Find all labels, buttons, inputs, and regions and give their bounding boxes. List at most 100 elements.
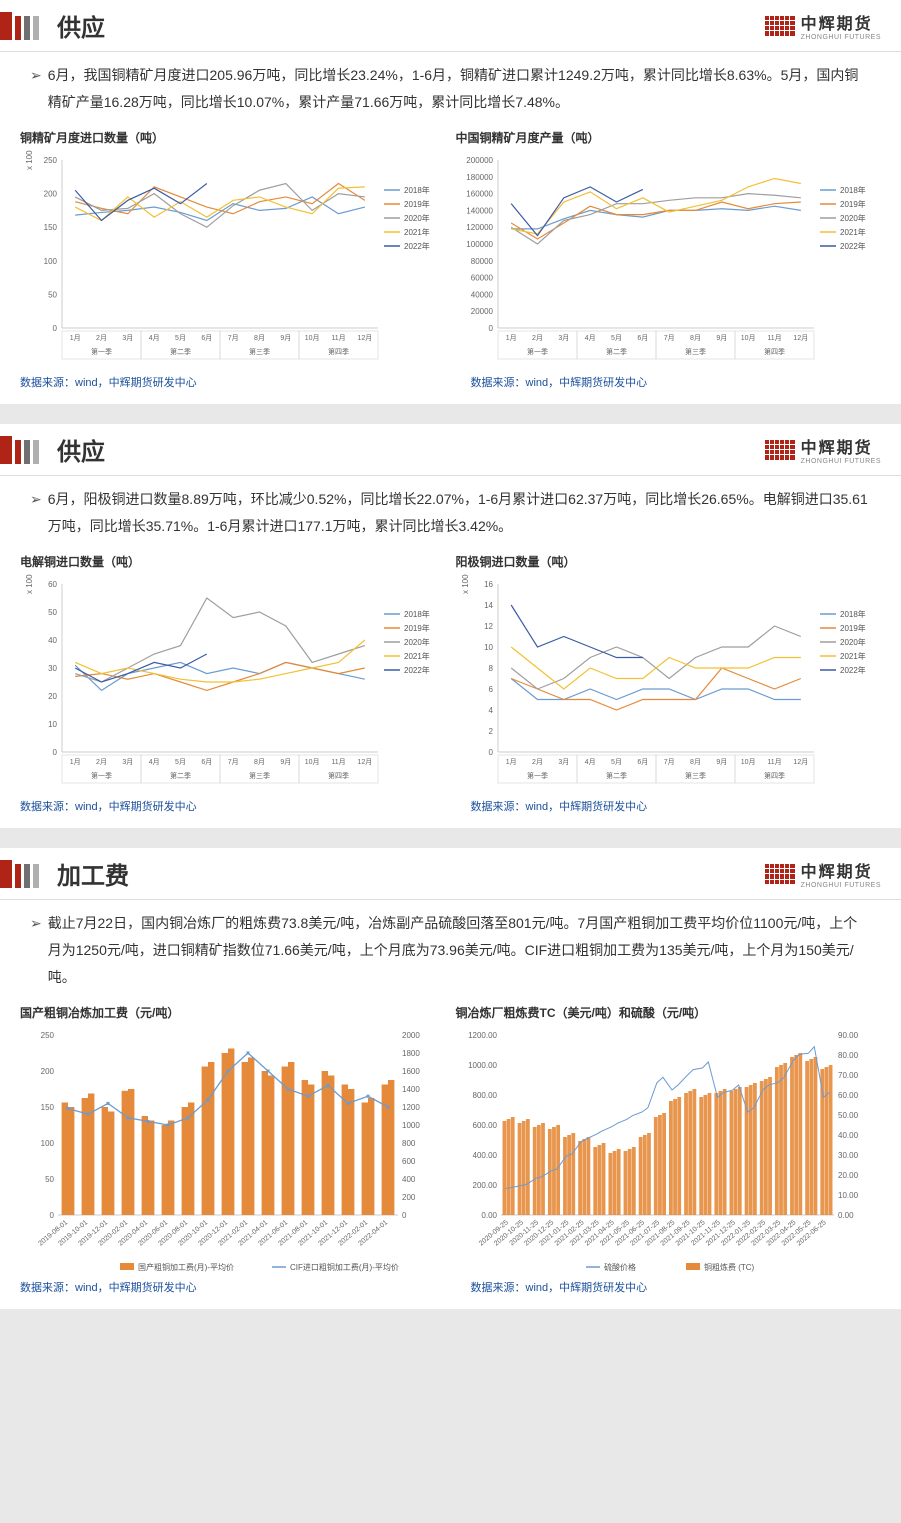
svg-text:3月: 3月 [122, 334, 133, 342]
dual-chart: 0.00200.00400.00600.00800.001000.001200.… [456, 1025, 876, 1275]
svg-text:2月: 2月 [96, 758, 107, 766]
svg-text:1800: 1800 [402, 1049, 420, 1058]
svg-text:80000: 80000 [470, 257, 493, 266]
svg-text:1月: 1月 [505, 758, 516, 766]
logo-icon [765, 864, 795, 884]
chart-source: 数据来源：wind，中辉期货研发中心 [0, 794, 451, 818]
brand-logo: 中辉期货ZHONGHUI FUTURES [765, 858, 881, 889]
svg-text:7月: 7月 [663, 758, 674, 766]
svg-text:6月: 6月 [201, 334, 212, 342]
svg-text:第二季: 第二季 [170, 771, 191, 780]
svg-text:6月: 6月 [637, 758, 648, 766]
svg-text:6月: 6月 [201, 758, 212, 766]
svg-text:第二季: 第二季 [170, 347, 191, 356]
svg-text:硫酸价格: 硫酸价格 [604, 1262, 636, 1272]
svg-text:0: 0 [53, 324, 58, 333]
chart-title: 铜冶炼厂粗炼费TC（美元/吨）和硫酸（元/吨） [456, 1000, 882, 1025]
svg-text:5月: 5月 [175, 334, 186, 342]
svg-text:20.00: 20.00 [838, 1171, 859, 1180]
line-chart: 0102030405060x 100001月2月3月4月5月6月7月8月9月10… [20, 574, 440, 794]
svg-text:2018年: 2018年 [840, 609, 866, 619]
report-section: 加工费中辉期货ZHONGHUI FUTURES截止7月22日，国内铜冶炼厂的粗炼… [0, 848, 901, 1309]
svg-text:5月: 5月 [611, 758, 622, 766]
svg-text:1200.00: 1200.00 [468, 1031, 497, 1040]
chart-source: 数据来源：wind，中辉期货研发中心 [0, 1275, 451, 1299]
section-body: 6月，阳极铜进口数量8.89万吨，环比减少0.52%，同比增长22.07%，1-… [0, 476, 901, 549]
svg-text:10.00: 10.00 [838, 1191, 859, 1200]
chart-title: 电解铜进口数量（吨） [20, 549, 446, 574]
section-title: 供应 [57, 432, 105, 467]
svg-text:7月: 7月 [228, 758, 239, 766]
charts-row: 国产粗铜冶炼加工费（元/吨）05010015020025002004006008… [0, 1000, 901, 1275]
svg-text:铜粗炼费 (TC): 铜粗炼费 (TC) [704, 1262, 755, 1272]
logo-cn: 中辉期货 [801, 10, 881, 34]
svg-text:200.00: 200.00 [472, 1181, 497, 1190]
svg-text:120000: 120000 [466, 223, 493, 232]
svg-text:10月: 10月 [305, 758, 320, 766]
svg-text:20: 20 [48, 692, 57, 701]
svg-text:第四季: 第四季 [328, 771, 349, 780]
svg-text:8: 8 [488, 664, 493, 673]
svg-text:4月: 4月 [149, 758, 160, 766]
logo-en: ZHONGHUI FUTURES [801, 458, 881, 465]
section-header: 供应中辉期货ZHONGHUI FUTURES [0, 424, 901, 476]
svg-text:50: 50 [48, 608, 57, 617]
report-section: 供应中辉期货ZHONGHUI FUTURES6月，我国铜精矿月度进口205.96… [0, 0, 901, 404]
logo-en: ZHONGHUI FUTURES [801, 882, 881, 889]
section-body: 截止7月22日，国内铜冶炼厂的粗炼费73.8美元/吨，冶炼副产品硫酸回落至801… [0, 900, 901, 1000]
svg-text:国产粗铜加工费(月)-平均价: 国产粗铜加工费(月)-平均价 [138, 1262, 234, 1272]
svg-text:11月: 11月 [331, 334, 345, 342]
svg-text:2021年: 2021年 [404, 651, 430, 661]
svg-text:10: 10 [484, 643, 493, 652]
svg-text:10月: 10月 [305, 334, 320, 342]
svg-text:6月: 6月 [637, 334, 648, 342]
svg-text:0: 0 [50, 1211, 55, 1220]
svg-text:20000: 20000 [470, 307, 493, 316]
svg-text:2021年: 2021年 [840, 227, 866, 237]
line-chart: 0200004000060000800001000001200001400001… [456, 150, 876, 370]
svg-text:10: 10 [48, 720, 57, 729]
svg-text:第三季: 第三季 [249, 771, 270, 780]
svg-text:1月: 1月 [505, 334, 516, 342]
svg-text:第一季: 第一季 [91, 347, 112, 356]
svg-text:3月: 3月 [122, 758, 133, 766]
svg-text:8月: 8月 [254, 334, 265, 342]
svg-text:1月: 1月 [70, 334, 81, 342]
svg-text:600: 600 [402, 1157, 416, 1166]
chart-cell: 电解铜进口数量（吨）0102030405060x 100001月2月3月4月5月… [20, 549, 446, 794]
combo-chart: 0501001502002500200400600800100012001400… [20, 1025, 440, 1275]
svg-text:第三季: 第三季 [685, 771, 706, 780]
svg-text:第二季: 第二季 [606, 347, 627, 356]
svg-text:2018年: 2018年 [404, 609, 430, 619]
svg-text:11月: 11月 [767, 334, 781, 342]
svg-text:2月: 2月 [96, 334, 107, 342]
svg-text:10月: 10月 [740, 334, 755, 342]
svg-text:30: 30 [48, 664, 57, 673]
svg-text:40: 40 [48, 636, 57, 645]
svg-text:2022年: 2022年 [840, 665, 866, 675]
logo-cn: 中辉期货 [801, 858, 881, 882]
chart-cell: 中国铜精矿月度产量（吨）0200004000060000800001000001… [456, 125, 882, 370]
svg-text:60000: 60000 [470, 274, 493, 283]
svg-text:第三季: 第三季 [685, 347, 706, 356]
section-title: 供应 [57, 8, 105, 43]
svg-text:2019年: 2019年 [840, 199, 866, 209]
svg-text:200: 200 [44, 190, 58, 199]
chart-source: 数据来源：wind，中辉期货研发中心 [451, 1275, 901, 1299]
svg-text:11月: 11月 [767, 758, 781, 766]
svg-text:60: 60 [48, 580, 57, 589]
title-accent-bars [0, 436, 39, 464]
svg-text:9月: 9月 [280, 334, 291, 342]
chart-cell: 铜精矿月度进口数量（吨）050100150200250x 100001月2月3月… [20, 125, 446, 370]
svg-text:2019年: 2019年 [840, 623, 866, 633]
svg-text:第四季: 第四季 [328, 347, 349, 356]
svg-text:2: 2 [488, 727, 493, 736]
svg-text:4月: 4月 [584, 758, 595, 766]
svg-text:1月: 1月 [70, 758, 81, 766]
svg-text:0: 0 [53, 748, 58, 757]
svg-text:1200: 1200 [402, 1103, 420, 1112]
svg-text:250: 250 [44, 156, 58, 165]
svg-text:200000: 200000 [466, 156, 493, 165]
svg-text:0.00: 0.00 [838, 1211, 854, 1220]
line-chart: 0246810121416x 100001月2月3月4月5月6月7月8月9月10… [456, 574, 876, 794]
